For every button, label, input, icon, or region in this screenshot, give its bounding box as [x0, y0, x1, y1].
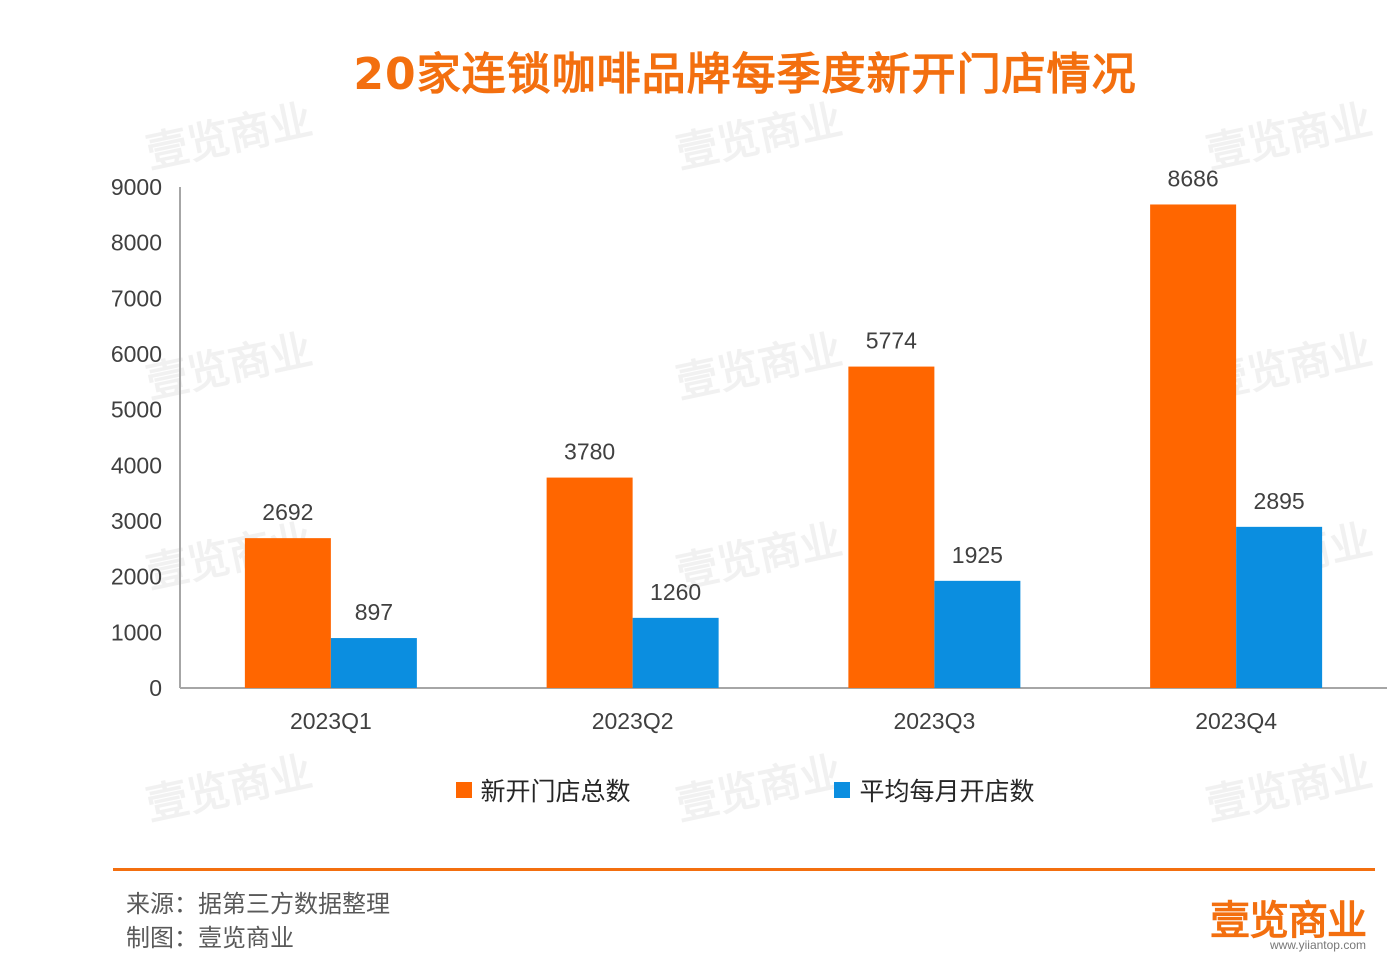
- y-tick-label: 4000: [111, 452, 162, 478]
- data-label: 897: [355, 599, 393, 625]
- y-tick-label: 7000: [111, 285, 162, 311]
- x-tick-label: 2023Q4: [1195, 708, 1277, 734]
- bar-series-2: [632, 617, 719, 688]
- watermark-text: 壹览商业: [1202, 95, 1377, 178]
- data-label: 2895: [1254, 488, 1305, 514]
- y-tick-label: 6000: [111, 341, 162, 367]
- footer-divider: [113, 868, 1375, 871]
- legend-item-series-1: 新开门店总数: [455, 772, 631, 808]
- legend-item-series-2: 平均每月开店数: [834, 772, 1034, 808]
- bar-series-2: [1236, 526, 1323, 688]
- chart-title: 20家连锁咖啡品牌每季度新开门店情况: [353, 49, 1137, 100]
- bar-series-2: [934, 580, 1021, 688]
- legend-swatch-series-1: [455, 782, 472, 798]
- chart-legend: 新开门店总数 平均每月开店数: [0, 772, 1388, 806]
- watermark-text: 壹览商业: [672, 325, 847, 408]
- source-note: 来源：据第三方数据整理: [126, 890, 390, 918]
- data-label: 3780: [564, 439, 615, 465]
- y-tick-label: 2000: [111, 564, 162, 590]
- watermark-text: 壹览商业: [142, 325, 317, 408]
- x-tick-label: 2023Q1: [290, 708, 372, 734]
- legend-swatch-series-2: [834, 782, 851, 798]
- y-tick-label: 5000: [111, 397, 162, 423]
- bar-series-1: [546, 477, 633, 688]
- legend-label-series-1: 新开门店总数: [480, 777, 631, 806]
- y-tick-label: 8000: [111, 230, 162, 256]
- bar-series-2: [330, 638, 417, 688]
- data-label: 8686: [1168, 165, 1219, 191]
- data-label: 2692: [262, 499, 313, 525]
- data-label: 1925: [952, 542, 1003, 568]
- y-tick-label: 9000: [111, 174, 162, 200]
- brand-url: www.yiiantop.com: [1269, 938, 1366, 952]
- maker-note: 制图：壹览商业: [126, 924, 294, 952]
- chart-labels: 2023Q1 2692 897 2023Q2 3780 1260 2023Q3 5774 192…: [262, 165, 1304, 734]
- bar-series-1: [1150, 204, 1237, 688]
- watermark-text: 壹览商业: [672, 95, 847, 178]
- y-tick-label: 3000: [111, 508, 162, 534]
- legend-label-series-2: 平均每月开店数: [859, 777, 1035, 806]
- bar-series-1: [848, 366, 935, 688]
- brand-logo: 壹览商业: [1210, 898, 1367, 944]
- y-tick-label: 0: [149, 675, 162, 701]
- chart-bars: [244, 204, 1323, 688]
- x-tick-label: 2023Q2: [592, 708, 674, 734]
- data-label: 5774: [866, 328, 917, 354]
- y-tick-label: 1000: [111, 619, 162, 645]
- data-label: 1260: [650, 579, 701, 605]
- bar-series-1: [244, 538, 331, 688]
- watermark-text: 壹览商业: [142, 95, 317, 178]
- x-tick-label: 2023Q3: [893, 708, 975, 734]
